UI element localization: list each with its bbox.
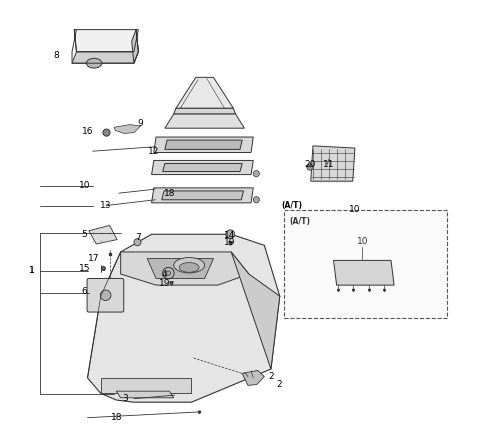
Polygon shape [174, 108, 236, 114]
Text: 19: 19 [224, 238, 235, 247]
Circle shape [253, 171, 260, 177]
Text: 9: 9 [138, 119, 144, 128]
Text: 16: 16 [82, 127, 93, 136]
Ellipse shape [86, 58, 102, 68]
Circle shape [226, 230, 235, 239]
Ellipse shape [179, 263, 199, 272]
Text: 10: 10 [349, 206, 360, 214]
Text: 1: 1 [28, 266, 34, 275]
Polygon shape [132, 30, 138, 63]
Text: 13: 13 [100, 201, 111, 210]
Polygon shape [154, 137, 253, 152]
Text: 10: 10 [357, 237, 368, 246]
Text: 2: 2 [276, 380, 282, 389]
Text: (A/T): (A/T) [282, 201, 303, 210]
Polygon shape [114, 125, 141, 133]
Text: 8: 8 [54, 51, 60, 60]
Bar [284, 210, 447, 318]
Circle shape [166, 271, 170, 275]
Text: 14: 14 [224, 231, 235, 240]
Circle shape [134, 239, 141, 246]
Polygon shape [89, 225, 117, 244]
Polygon shape [101, 378, 192, 393]
Text: 15: 15 [79, 264, 90, 273]
Circle shape [103, 129, 110, 136]
Polygon shape [87, 234, 280, 402]
Text: 4: 4 [162, 271, 168, 279]
Polygon shape [165, 140, 242, 149]
Polygon shape [162, 191, 243, 200]
Polygon shape [72, 52, 138, 63]
Text: 18: 18 [164, 189, 175, 198]
Text: 11: 11 [323, 160, 334, 169]
Text: 17: 17 [87, 254, 99, 263]
Text: (A/T): (A/T) [289, 217, 311, 225]
Polygon shape [74, 30, 138, 52]
Text: 6: 6 [82, 287, 87, 296]
FancyBboxPatch shape [87, 278, 124, 312]
Text: 20: 20 [304, 160, 315, 169]
Polygon shape [120, 252, 249, 285]
Polygon shape [311, 146, 355, 181]
Text: 3: 3 [122, 394, 128, 403]
Text: 2: 2 [268, 372, 274, 381]
Polygon shape [147, 259, 214, 278]
Polygon shape [176, 77, 233, 108]
Polygon shape [231, 252, 280, 369]
Circle shape [253, 197, 260, 203]
Polygon shape [152, 160, 253, 175]
Polygon shape [152, 188, 253, 203]
Text: 12: 12 [148, 147, 159, 156]
Text: 1: 1 [28, 266, 34, 275]
Polygon shape [334, 260, 394, 285]
Text: 7: 7 [135, 233, 141, 242]
Polygon shape [116, 391, 174, 398]
Text: 19: 19 [159, 279, 170, 288]
Polygon shape [163, 164, 242, 171]
Text: 10: 10 [79, 181, 90, 190]
Ellipse shape [174, 257, 204, 273]
Text: 5: 5 [82, 230, 87, 239]
Text: 18: 18 [110, 413, 122, 422]
Polygon shape [165, 114, 244, 128]
Polygon shape [242, 370, 264, 385]
Circle shape [100, 290, 111, 301]
Circle shape [307, 164, 313, 170]
